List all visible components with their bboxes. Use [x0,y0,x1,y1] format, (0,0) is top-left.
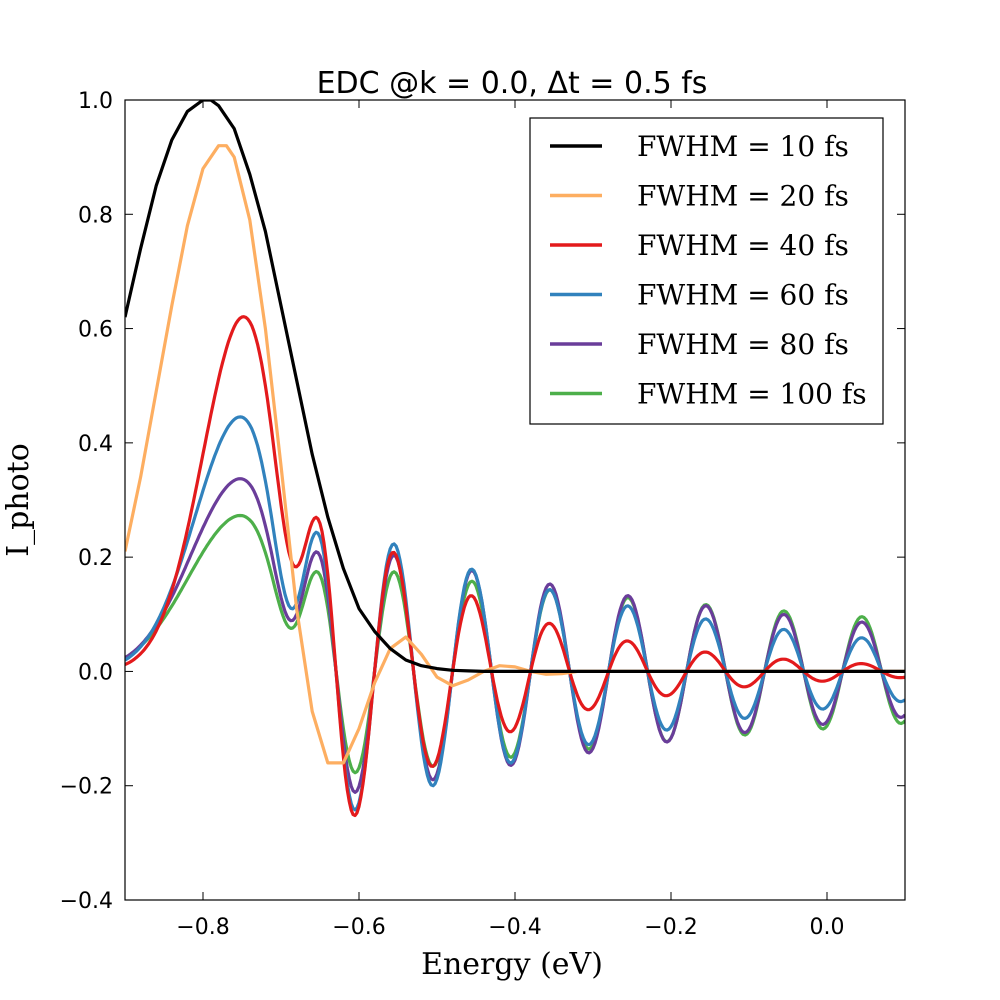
y-tick-label: 0.0 [78,660,113,685]
legend-label: FWHM = 80 fs [637,328,849,361]
x-tick-label: −0.6 [332,915,385,940]
y-tick-label: 0.6 [78,318,113,343]
legend-label: FWHM = 20 fs [637,180,849,213]
series-line [125,415,905,812]
series-line [125,100,905,673]
legend-label: FWHM = 100 fs [637,378,867,411]
y-axis-label: I_photo [1,443,36,557]
x-tick-label: −0.8 [176,915,229,940]
y-tick-label: 0.4 [78,432,113,457]
x-axis-label: Energy (eV) [421,947,603,982]
x-tick-label: 0.0 [810,915,845,940]
chart-title: EDC @k = 0.0, Δt = 0.5 fs [317,66,708,101]
y-tick-label: −0.2 [60,775,113,800]
series-lines [125,100,905,818]
legend-label: FWHM = 40 fs [637,229,849,262]
y-tick-label: −0.4 [60,889,113,914]
y-tick-label: 1.0 [78,89,113,114]
legend-label: FWHM = 10 fs [637,130,849,163]
axis-ticks: −0.8 −0.6 −0.4 −0.2 0.0 1.0 0.8 0.6 0.4 0.2 0.0 −0.… [60,89,905,940]
x-tick-label: −0.4 [488,915,541,940]
y-tick-label: 0.2 [78,546,113,571]
legend-box [529,117,884,425]
legend: FWHM = 10 fs FWHM = 20 fs FWHM = 40 fs FWHM… [529,117,884,425]
y-tick-label: 0.8 [78,203,113,228]
legend-label: FWHM = 60 fs [637,279,849,312]
x-tick-label: −0.2 [644,915,697,940]
series-line [125,315,905,818]
